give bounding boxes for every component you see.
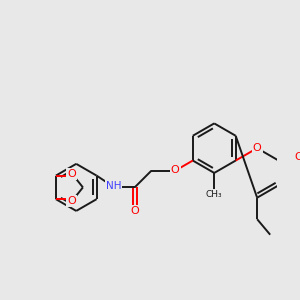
Text: O: O [130,206,139,216]
Text: NH: NH [106,181,121,190]
Text: O: O [253,143,262,153]
Text: CH₃: CH₃ [206,190,223,199]
Text: O: O [67,196,76,206]
Text: O: O [294,152,300,162]
Text: O: O [171,165,180,175]
Text: O: O [67,169,76,179]
